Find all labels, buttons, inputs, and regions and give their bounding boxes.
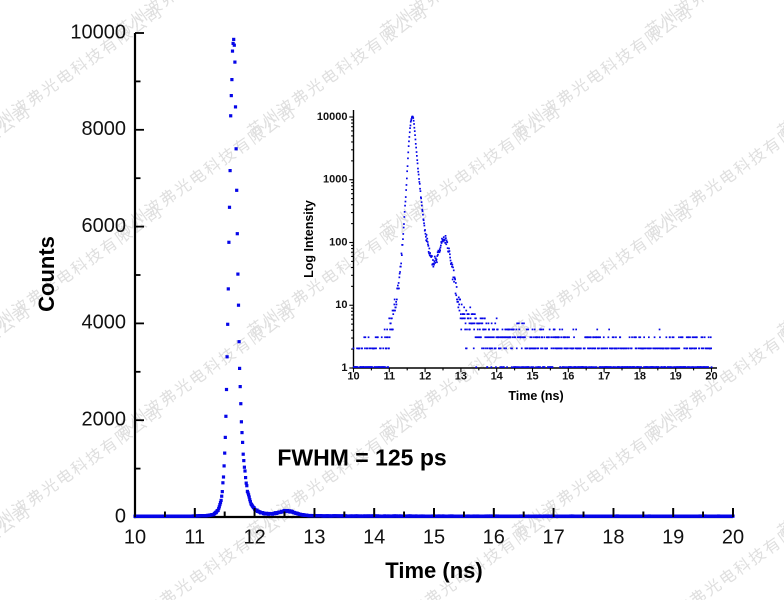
main-y-tick-label: 6000 (82, 215, 127, 237)
inset-x-tick-label: 11 (383, 371, 395, 383)
inset-x-tick-label: 15 (526, 371, 538, 383)
inset-x-tick-label: 10 (347, 371, 359, 383)
inset-x-tick-label: 19 (670, 371, 682, 383)
main-tick-overlay (134, 508, 734, 517)
main-x-tick-label: 16 (483, 527, 505, 549)
main-x-tick-label: 15 (423, 527, 445, 549)
main-x-tick-label: 19 (662, 527, 684, 549)
fwhm-annotation: FWHM = 125 ps (277, 444, 447, 471)
main-y-tick-label: 8000 (82, 118, 127, 140)
inset-y-tick-label: 10000 (317, 111, 348, 123)
inset-x-tick-label: 17 (598, 371, 610, 383)
inset-x-tick-label: 12 (419, 371, 431, 383)
main-x-tick-label: 12 (243, 527, 265, 549)
inset-x-tick-label: 14 (491, 371, 504, 383)
main-y-tick-label: 2000 (82, 408, 127, 430)
main-x-tick-label: 20 (722, 527, 744, 549)
inset-y-tick-label: 100 (329, 236, 347, 248)
main-x-tick-label: 18 (602, 527, 624, 549)
main-x-axis-title: Time (ns) (385, 558, 483, 583)
inset-x-tick-label: 20 (705, 371, 717, 383)
inset-y-tick-label: 1 (341, 362, 347, 374)
main-axes: 10 11 12 13 14 15 16 17 18 19 20 0 2000 4000 6000 8000 1… (70, 21, 744, 548)
inset-x-axis-title: Time (ns) (508, 389, 564, 403)
main-y-axis-title: Counts (34, 236, 59, 312)
main-x-tick-label: 17 (542, 527, 564, 549)
main-y-tick-label: 0 (115, 505, 126, 527)
inset-y-tick-label: 10 (335, 299, 347, 311)
inset-y-tick-label: 1000 (323, 174, 347, 186)
main-x-tick-label: 14 (363, 527, 385, 549)
main-y-tick-label: 4000 (82, 312, 127, 334)
inset-x-tick-label: 13 (455, 371, 467, 383)
inset-scatter-points (352, 115, 713, 368)
inset-x-tick-label: 18 (634, 371, 646, 383)
main-y-tick-label: 10000 (70, 21, 126, 43)
main-x-tick-label: 10 (124, 527, 146, 549)
main-x-tick-label: 11 (184, 527, 205, 549)
inset-x-tick-label: 16 (562, 371, 574, 383)
inset-y-axis-title: Log Intensity (302, 200, 316, 278)
main-x-tick-label: 13 (303, 527, 325, 549)
